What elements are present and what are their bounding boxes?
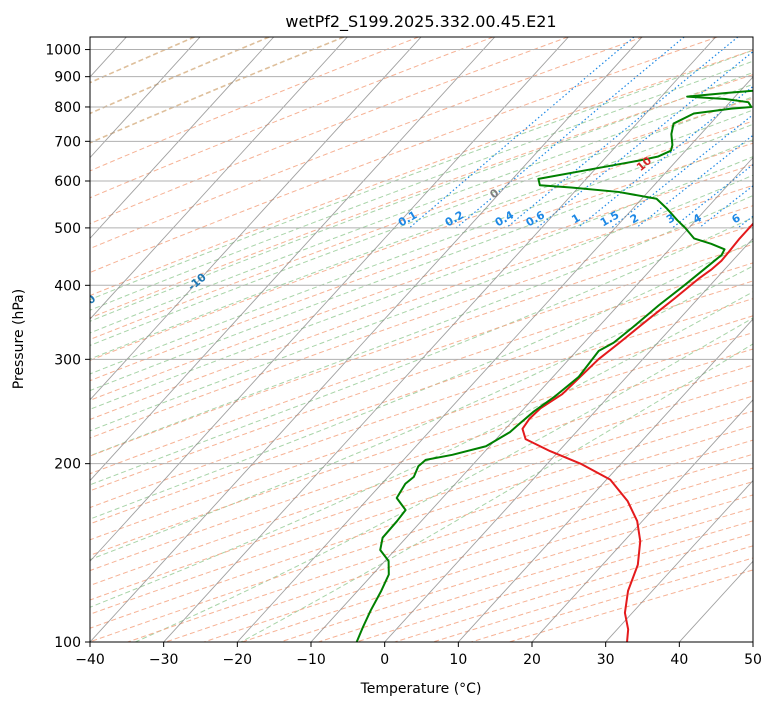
x-tick-label: −30	[149, 652, 179, 668]
dry-adiabat-line	[90, 164, 753, 401]
isotherm-line	[605, 479, 753, 642]
y-tick-label: 900	[54, 70, 81, 86]
mixing-ratio-line	[536, 50, 753, 229]
isotherm-line	[384, 237, 753, 642]
moist-adiabat-line	[240, 343, 753, 642]
chart-title: wetPf2_S199.2025.332.00.45.E21	[285, 12, 556, 32]
moist-adiabat-line	[90, 83, 753, 334]
isotherm-line	[90, 37, 275, 240]
mixing-ratio-line	[611, 113, 753, 229]
dry-adiabat-line	[90, 184, 753, 420]
x-axis: −40 −30 −20 −10 0 10 20 30 40 50	[75, 642, 762, 668]
moist-adiabat-line	[90, 265, 753, 561]
dry-adiabat-label: -20	[75, 292, 99, 315]
isotherm-line	[90, 37, 496, 482]
isotherm-line	[90, 37, 643, 642]
skewed-isotherms	[90, 37, 753, 642]
dewpoint-line	[355, 89, 753, 642]
mixing-ratio-line	[505, 37, 739, 229]
x-tick-label: 20	[523, 652, 541, 668]
isobar-gridlines	[90, 49, 753, 642]
dry-adiabat-line	[90, 120, 753, 361]
isotherm-line	[163, 37, 717, 642]
mixing-ratio-line	[672, 163, 753, 229]
y-tick-label: 700	[54, 134, 81, 150]
profile-series	[355, 89, 753, 642]
x-tick-label: −20	[223, 652, 253, 668]
dry-adiabat-line	[90, 37, 569, 225]
moist-adiabat-line	[90, 49, 753, 301]
x-tick-label: 50	[744, 652, 762, 668]
dry-adiabat-line	[90, 332, 753, 556]
isotherm-line	[90, 37, 201, 159]
dry-adiabat-line	[90, 37, 494, 199]
isotherm-line	[457, 318, 753, 642]
dry-adiabat-line	[90, 37, 718, 274]
y-tick-label: 100	[54, 635, 81, 651]
dry-adiabat-line	[90, 364, 753, 586]
dry-adiabat-line	[90, 74, 753, 319]
mixing-ratio-lines	[409, 37, 753, 229]
y-tick-label: 200	[54, 457, 81, 473]
mixing-ratio-line	[455, 37, 685, 229]
dry-adiabat-line	[90, 37, 270, 115]
dry-adiabat-line	[90, 37, 643, 250]
moist-adiabat-line	[90, 216, 753, 486]
mixing-ratio-line	[577, 85, 753, 229]
dry-adiabat-line	[90, 37, 195, 84]
x-tick-label: 0	[380, 652, 389, 668]
dry-adiabat-line	[90, 380, 753, 601]
dry-adiabat-line	[90, 348, 753, 572]
dry-adiabat-line	[90, 142, 753, 382]
x-tick-label: 10	[449, 652, 467, 668]
x-tick-label: −40	[75, 652, 105, 668]
y-tick-label: 1000	[45, 43, 81, 59]
moist-adiabat-line	[90, 96, 753, 346]
dry-adiabat-line	[90, 37, 419, 172]
moist-adiabat-line	[90, 123, 753, 375]
plot-frame	[89, 36, 754, 643]
y-tick-label: 800	[54, 100, 81, 116]
x-tick-label: 30	[597, 652, 615, 668]
x-tick-label: 40	[670, 652, 688, 668]
moist-adiabat-line	[90, 194, 753, 457]
y-tick-label: 300	[54, 352, 81, 368]
x-axis-title: Temperature (°C)	[360, 681, 482, 697]
isotherm-line	[90, 37, 348, 320]
dry-adiabat-line	[90, 395, 753, 615]
isotherm-line	[310, 156, 753, 642]
plot-area: -100-90-80-70-60-50-40-30-20-10010203040…	[75, 36, 754, 643]
y-tick-label: 600	[54, 174, 81, 190]
dry-adiabats	[90, 37, 753, 642]
isotherm-line	[90, 37, 569, 562]
y-tick-label: 400	[54, 278, 81, 294]
y-tick-label: 500	[54, 221, 81, 237]
y-axis-title: Pressure (hPa)	[11, 289, 27, 389]
x-tick-label: −10	[296, 652, 326, 668]
y-axis: 100 200 300 400 500 600 700 800 900 1000	[45, 43, 90, 651]
isotherm-line	[236, 76, 753, 642]
temperature-line	[521, 222, 753, 642]
dry-adiabat-line	[90, 49, 753, 297]
mixing-ratio-line	[409, 37, 635, 229]
moist-adiabat-line	[135, 317, 753, 642]
isotherm-line	[90, 37, 422, 401]
isotherm-line	[531, 399, 753, 642]
